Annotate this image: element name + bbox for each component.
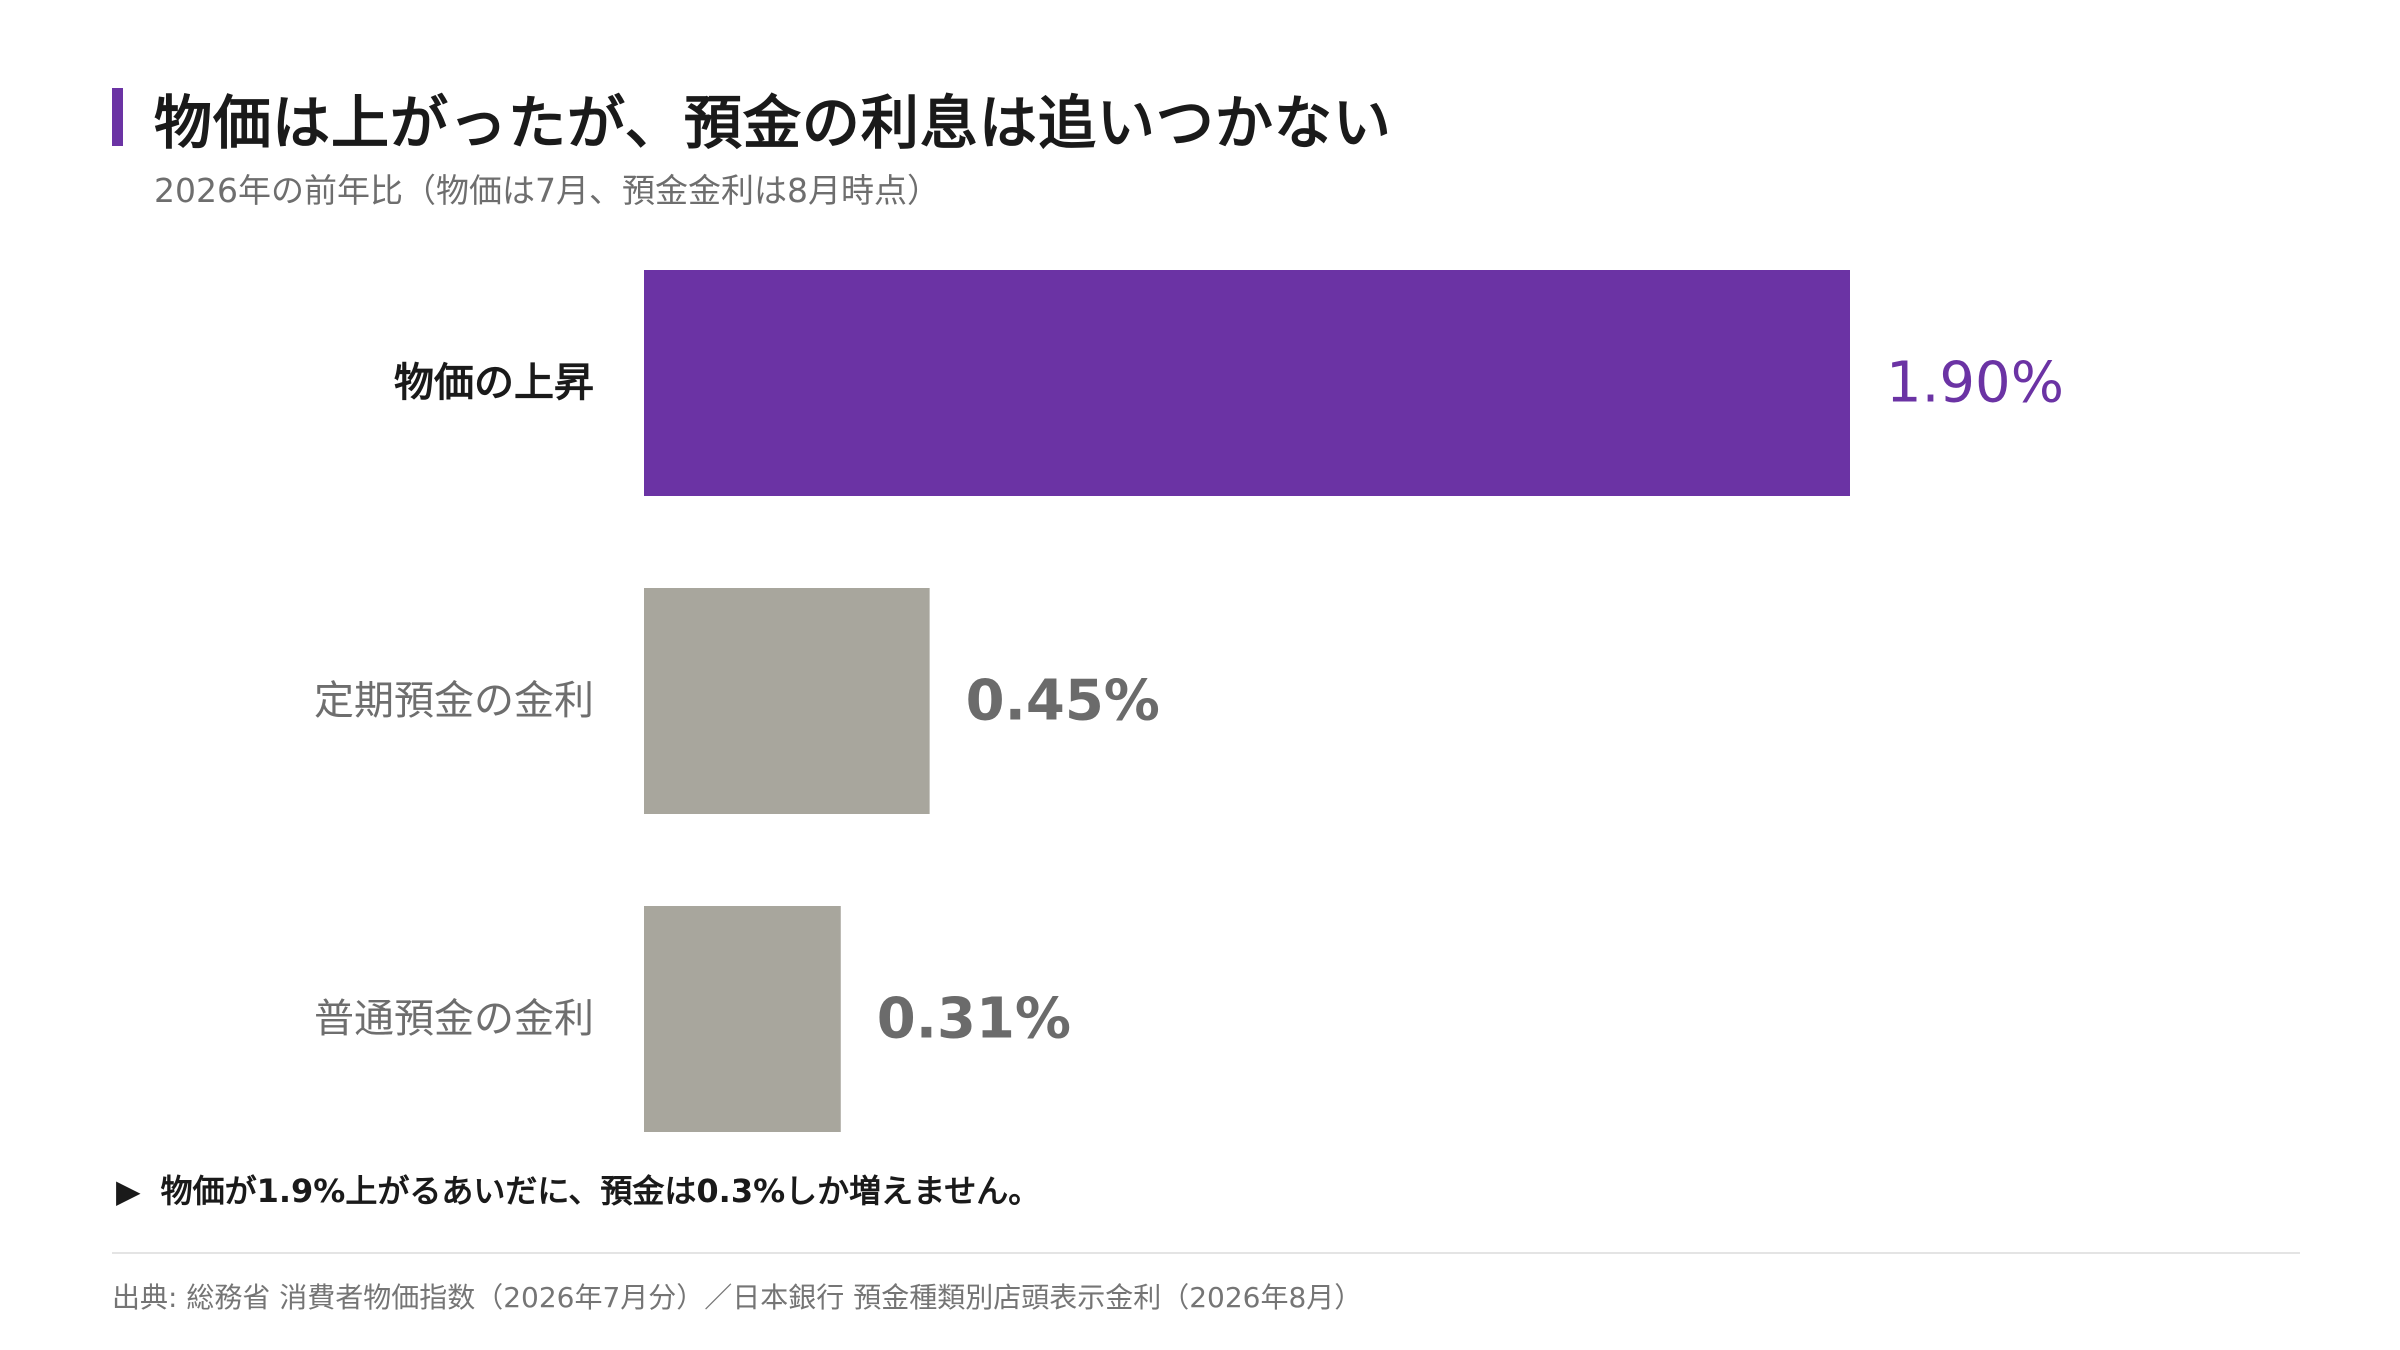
bar-1	[644, 588, 930, 814]
chart-title: 物価は上がったが、預金の利息は追いつかない	[154, 89, 1392, 157]
category-label-1: 定期預金の金利	[314, 678, 594, 724]
title-accent-bar	[112, 88, 123, 146]
bar-2	[644, 906, 841, 1132]
chart-note: ▶ 物価が1.9%上がるあいだに、預金は0.3%しか増えません。	[116, 1166, 1040, 1212]
value-label-0: 1.90%	[1886, 351, 2064, 416]
note-text: 物価が1.9%上がるあいだに、預金は0.3%しか増えません。	[160, 1172, 1041, 1210]
category-label-2: 普通預金の金利	[314, 996, 594, 1042]
bar-chart: 物価の上昇 1.90% 定期預金の金利 0.45% 普通預金の金利 0.31%	[314, 270, 2064, 1132]
footer-divider	[112, 1252, 2300, 1254]
note-arrow-icon: ▶	[116, 1172, 141, 1210]
chart-subtitle: 2026年の前年比（物価は7月、預金金利は8月時点）	[154, 171, 940, 210]
value-label-1: 0.45%	[966, 669, 1160, 734]
value-label-2: 0.31%	[877, 987, 1071, 1052]
source-text: 出典: 総務省 消費者物価指数（2026年7月分）／日本銀行 預金種類別店頭表示…	[112, 1281, 1363, 1314]
bar-0	[644, 270, 1850, 496]
category-label-0: 物価の上昇	[394, 360, 594, 406]
